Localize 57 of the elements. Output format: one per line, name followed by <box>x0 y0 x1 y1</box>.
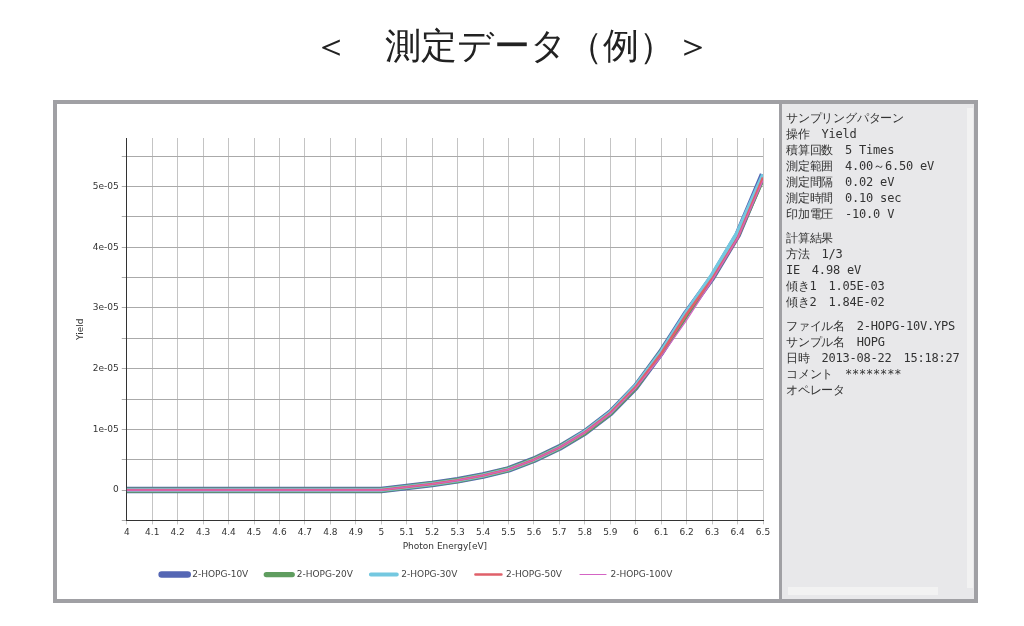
text: 操作 Yield <box>786 126 858 142</box>
x-tick-label: 4.7 <box>297 527 313 538</box>
x-tick-label: 4.5 <box>246 527 262 538</box>
y-axis-title: Yield <box>74 318 85 341</box>
x-tick-label: 5.3 <box>450 527 465 538</box>
x-tick-label: 5 <box>378 527 385 538</box>
x-tick-label: 4.9 <box>348 527 364 538</box>
y-tick-label: 4e-05 <box>92 241 119 252</box>
x-tick-label: 5.6 <box>526 527 542 538</box>
text: ファイル名 2-HOPG-10V.YPS <box>786 318 957 334</box>
x-tick-label: 6.4 <box>730 527 745 538</box>
text: IE 4.98 eV <box>786 262 863 278</box>
x-tick-label: 6.1 <box>654 527 669 538</box>
text: 傾き2 1.84E-02 <box>786 294 886 310</box>
x-tick-label: 4.3 <box>195 527 211 538</box>
y-tick-label: 5e-05 <box>92 180 119 191</box>
text: 傾き1 1.05E-03 <box>786 278 886 294</box>
legend-label: 2-HOPG-100V <box>610 568 674 579</box>
x-tick-label: 5.7 <box>552 527 567 538</box>
legend-label: 2-HOPG-20V <box>296 568 354 579</box>
x-tick-label: 6 <box>632 527 639 538</box>
x-tick-label: 6.2 <box>679 527 694 538</box>
y-tick-label: 1e-05 <box>92 423 119 434</box>
x-tick-label: 4.4 <box>221 527 236 538</box>
text: オペレータ <box>786 382 846 398</box>
chart-title: ＜ 測定データ（例）＞ <box>312 24 712 68</box>
x-tick-label: 4.1 <box>145 527 160 538</box>
x-tick-label: 4.6 <box>272 527 287 538</box>
y-tick-label: 0 <box>113 484 120 495</box>
text: 計算結果 <box>786 230 835 246</box>
x-tick-label: 4 <box>123 527 130 538</box>
text: 方法 1/3 <box>786 246 844 262</box>
y-tick-label: 2e-05 <box>92 363 119 373</box>
legend-label: 2-HOPG-10V <box>192 568 250 579</box>
text: 日時 2013-08-22 15:18:27 <box>786 350 961 366</box>
legend-label: 2-HOPG-50V <box>505 568 563 579</box>
text: 積算回数 5 Times <box>786 142 896 158</box>
text: サンプリングパターン <box>786 110 905 126</box>
text: コメント ******** <box>786 366 903 382</box>
text: 測定範囲 4.00～6.50 eV <box>786 158 936 174</box>
text: 測定間隔 0.02 eV <box>786 174 896 190</box>
x-tick-label: 5.9 <box>603 527 618 538</box>
legend-label: 2-HOPG-30V <box>401 568 459 579</box>
text: サンプル名 HOPG <box>786 334 886 350</box>
x-tick-label: 6.3 <box>704 527 720 538</box>
x-tick-label: 4.8 <box>323 527 338 538</box>
x-tick-label: 6.5 <box>755 527 771 538</box>
x-tick-label: 5.1 <box>399 527 414 538</box>
text: 測定時間 0.10 sec <box>786 190 903 206</box>
text: 印加電圧 -10.0 V <box>786 206 896 222</box>
x-tick-label: 5.2 <box>424 527 440 538</box>
y-tick-label: 3e-05 <box>92 302 119 313</box>
x-tick-label: 5.8 <box>577 527 593 538</box>
x-axis-title: Photon Energy[eV] <box>402 540 488 551</box>
x-tick-label: 5.4 <box>475 527 491 538</box>
x-tick-label: 4.2 <box>170 527 185 538</box>
x-tick-label: 5.5 <box>501 527 516 538</box>
